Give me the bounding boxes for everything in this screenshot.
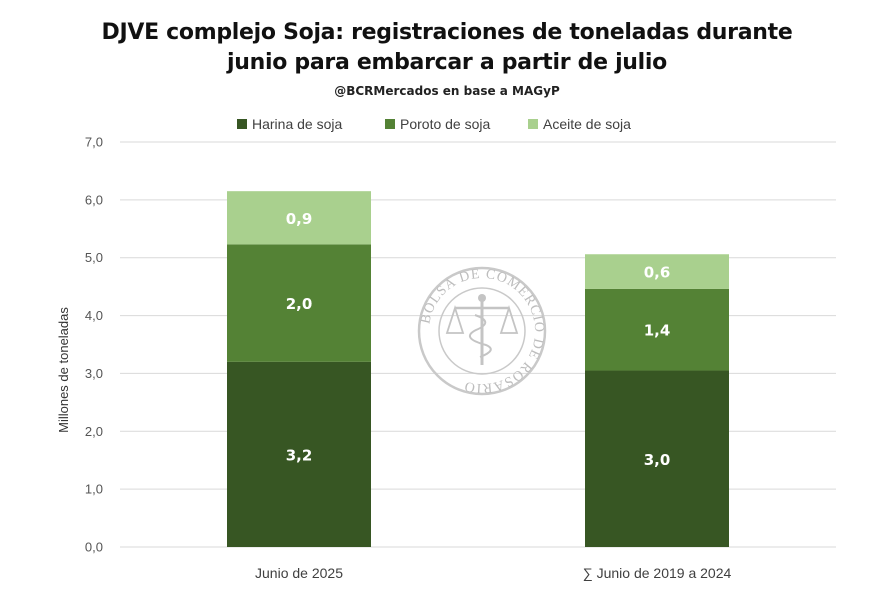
x-axis-categories: Junio de 2025 ∑ Junio de 2019 a 2024 — [255, 565, 731, 581]
legend-swatch — [237, 119, 247, 129]
legend-swatch — [528, 119, 538, 129]
data-label: 3,2 — [286, 446, 313, 464]
data-labels: 3,2 2,0 0,9 3,0 1,4 0,6 — [286, 210, 671, 469]
legend-item: Harina de soja — [237, 116, 342, 132]
y-axis-label: Millones de toneladas — [56, 307, 71, 433]
data-label: 0,6 — [644, 264, 671, 282]
bar-segment — [227, 244, 371, 362]
data-label: 2,0 — [286, 295, 313, 313]
legend-item: Poroto de soja — [385, 116, 490, 132]
y-tick-label: 1,0 — [85, 482, 103, 497]
chart-title: DJVE complejo Soja: registraciones de to… — [0, 18, 894, 78]
legend: Harina de soja Poroto de soja Aceite de so… — [237, 116, 631, 132]
watermark-seal: BOLSA DE COMERCIO DE ROSARIO — [417, 266, 547, 396]
bar-segment — [585, 288, 729, 371]
bars — [227, 191, 729, 547]
data-label: 0,9 — [286, 210, 313, 228]
legend-label: Aceite de soja — [543, 116, 631, 132]
legend-label: Poroto de soja — [400, 116, 490, 132]
bar-segment — [227, 191, 371, 245]
y-axis-ticks: 0,0 1,0 2,0 3,0 4,0 5,0 6,0 7,0 — [85, 135, 103, 555]
legend-swatch — [385, 119, 395, 129]
y-tick-label: 4,0 — [85, 308, 103, 323]
y-tick-label: 7,0 — [85, 135, 103, 150]
legend-label: Harina de soja — [252, 116, 342, 132]
legend-item: Aceite de soja — [528, 116, 631, 132]
chart-title-line-2: junio para embarcar a partir de julio — [227, 50, 667, 75]
y-tick-label: 2,0 — [85, 424, 103, 439]
chart-title-line-1: DJVE complejo Soja: registraciones de to… — [101, 20, 793, 45]
chart-subtitle: @BCRMercados en base a MAGyP — [334, 84, 560, 98]
data-label: 3,0 — [644, 451, 671, 469]
y-tick-label: 0,0 — [85, 540, 103, 555]
y-tick-label: 6,0 — [85, 192, 103, 207]
data-label: 1,4 — [644, 322, 671, 340]
x-category-label: Junio de 2025 — [255, 565, 343, 581]
y-tick-label: 3,0 — [85, 366, 103, 381]
bar-segment — [227, 361, 371, 547]
x-category-label: ∑ Junio de 2019 a 2024 — [583, 565, 732, 581]
bar-segment — [585, 254, 729, 289]
bar-segment — [585, 370, 729, 547]
y-tick-label: 5,0 — [85, 250, 103, 265]
